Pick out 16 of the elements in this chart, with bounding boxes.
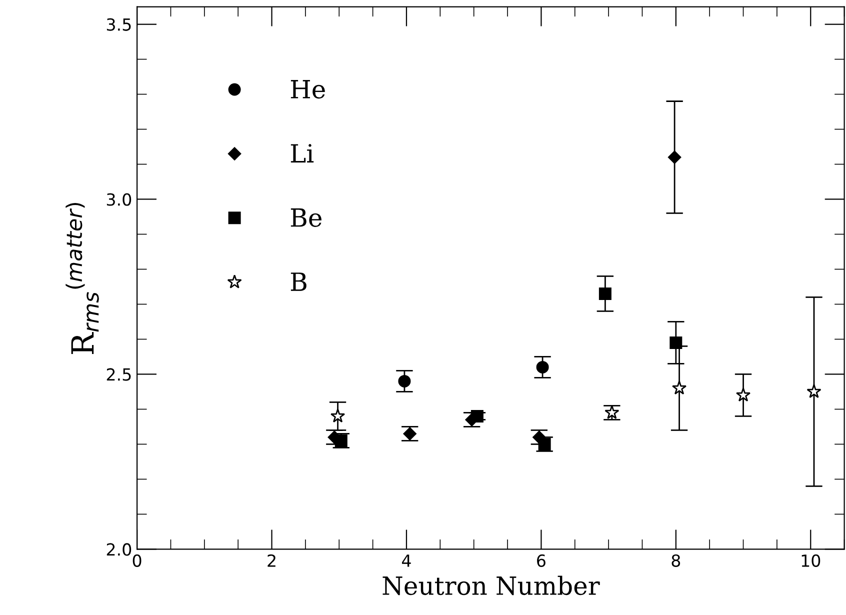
- x-tick-label: 4: [402, 554, 411, 567]
- legend-label: He: [290, 80, 325, 99]
- legend-label: Be: [290, 208, 322, 228]
- x-axis-title: Neutron Number: [382, 576, 600, 596]
- legend-label: Li: [290, 144, 314, 162]
- y-tick-label: 2.5: [106, 368, 131, 381]
- x-tick-label: 8: [672, 554, 680, 567]
- x-tick-label: 6: [537, 554, 546, 567]
- x-tick-label: 2: [268, 554, 276, 567]
- y-tick-label: 3.5: [106, 18, 131, 31]
- legend-label: B: [290, 272, 306, 291]
- x-tick-label: 10: [802, 554, 820, 567]
- y-tick-label: 2.0: [106, 543, 132, 556]
- y-axis-title: R$_{rms}$$^{(matter)}$: [66, 203, 99, 354]
- x-tick-label: 0: [132, 554, 142, 567]
- y-tick-label: 3.0: [106, 193, 132, 206]
